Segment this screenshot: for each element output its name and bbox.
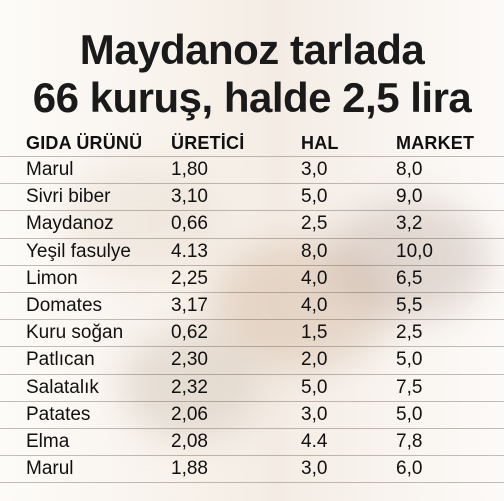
cell-market-price: 8,0 — [396, 159, 423, 180]
cell-producer-price: 2,08 — [171, 430, 208, 452]
background-photo-shade — [60, 160, 220, 280]
cell-producer-price: 2,06 — [171, 403, 208, 425]
cell-product: Maydanoz — [26, 213, 114, 235]
cell-market-price: 5,0 — [396, 403, 423, 425]
cell-producer-price: 2,25 — [171, 267, 208, 289]
cell-producer-price: 1,88 — [171, 458, 208, 480]
cell-wholesale-price: 3,0 — [301, 458, 328, 480]
cell-wholesale-price: 3,0 — [301, 159, 328, 180]
cell-wholesale-price: 2,0 — [301, 349, 328, 371]
cell-market-price: 7,8 — [396, 430, 423, 452]
cell-market-price: 10,0 — [396, 240, 433, 262]
cell-market-price: 3,2 — [396, 213, 423, 235]
cell-market-price: 5,5 — [396, 294, 423, 316]
cell-product: Salatalık — [26, 376, 99, 398]
cell-market-price: 7,5 — [396, 376, 423, 398]
cell-producer-price: 3,10 — [171, 186, 208, 208]
cell-product: Domates — [26, 294, 103, 316]
cell-product: Kuru soğan — [26, 322, 124, 344]
cell-market-price: 2,5 — [396, 322, 423, 344]
cell-wholesale-price: 1,5 — [301, 322, 328, 344]
cell-producer-price: 4.13 — [171, 240, 208, 262]
cell-product: Marul — [26, 159, 74, 180]
cell-wholesale-price: 8,0 — [301, 240, 328, 262]
cell-product: Sivri biber — [26, 186, 111, 208]
column-header-market: MARKET — [396, 133, 475, 153]
table-row: Kuru soğan 0,62 1,5 2,5 — [0, 320, 504, 348]
cell-producer-price: 2,30 — [171, 349, 208, 371]
headline: Maydanoz tarlada 66 kuruş, halde 2,5 lir… — [0, 26, 504, 122]
cell-product: Yeşil fasulye — [26, 240, 131, 262]
cell-market-price: 6,5 — [396, 267, 423, 289]
column-header-wholesale: HAL — [301, 133, 339, 153]
column-header-product: GIDA ÜRÜNÜ — [26, 133, 143, 153]
cell-producer-price: 1,80 — [171, 159, 208, 180]
cell-product: Patates — [26, 403, 91, 425]
cell-producer-price: 0,66 — [171, 213, 208, 235]
table-row: Yeşil fasulye 4.13 8,0 10,0 — [0, 239, 504, 266]
table-body: Marul 1,80 3,0 8,0 Sivri biber 3,10 5,0 9,0 Mayd… — [0, 157, 504, 484]
price-table: GIDA ÜRÜNÜ ÜRETİCİ HAL MARKET Marul 1,80 3… — [0, 130, 504, 484]
cell-wholesale-price: 4,0 — [301, 267, 328, 289]
cell-market-price: 6,0 — [396, 458, 423, 480]
headline-line-1: Maydanoz tarlada — [79, 26, 425, 73]
table-row: Maydanoz 0,66 2,5 3,2 — [0, 211, 504, 239]
cell-wholesale-price: 5,0 — [301, 186, 328, 208]
column-header-producer: ÜRETİCİ — [171, 133, 245, 153]
table-row: Patates 2,06 3,0 5,0 — [0, 402, 504, 429]
cell-producer-price: 3,17 — [171, 294, 208, 316]
cell-wholesale-price: 5,0 — [301, 376, 328, 398]
table-row: Sivri biber 3,10 5,0 9,0 — [0, 184, 504, 212]
table-row: Domates 3,17 4,0 5,5 — [0, 293, 504, 321]
cell-product: Patlıcan — [26, 349, 95, 371]
background-photo-shade — [120, 330, 260, 440]
cell-market-price: 9,0 — [396, 186, 423, 208]
table-header-row: GIDA ÜRÜNÜ ÜRETİCİ HAL MARKET — [0, 130, 504, 157]
cell-product: Elma — [26, 430, 70, 452]
background-photo-shade — [330, 200, 490, 320]
table-row: Marul 1,88 3,0 6,0 — [0, 456, 504, 484]
table-row: Patlıcan 2,30 2,0 5,0 — [0, 347, 504, 375]
table-row: Limon 2,25 4,0 6,5 — [0, 266, 504, 293]
table-row: Marul 1,80 3,0 8,0 — [0, 157, 504, 185]
cell-market-price: 5,0 — [396, 349, 423, 371]
table-row: Elma 2,08 4.4 7,8 — [0, 429, 504, 457]
cell-wholesale-price: 4,0 — [301, 294, 328, 316]
cell-product: Marul — [26, 458, 74, 480]
headline-line-2: 66 kuruş, halde 2,5 lira — [32, 74, 472, 121]
cell-producer-price: 0,62 — [171, 322, 208, 344]
cell-product: Limon — [26, 267, 78, 289]
cell-wholesale-price: 4.4 — [301, 430, 328, 452]
background-photo-shade — [210, 240, 390, 370]
cell-wholesale-price: 2,5 — [301, 213, 328, 235]
cell-wholesale-price: 3,0 — [301, 403, 328, 425]
cell-producer-price: 2,32 — [171, 376, 208, 398]
table-row: Salatalık 2,32 5,0 7,5 — [0, 375, 504, 402]
